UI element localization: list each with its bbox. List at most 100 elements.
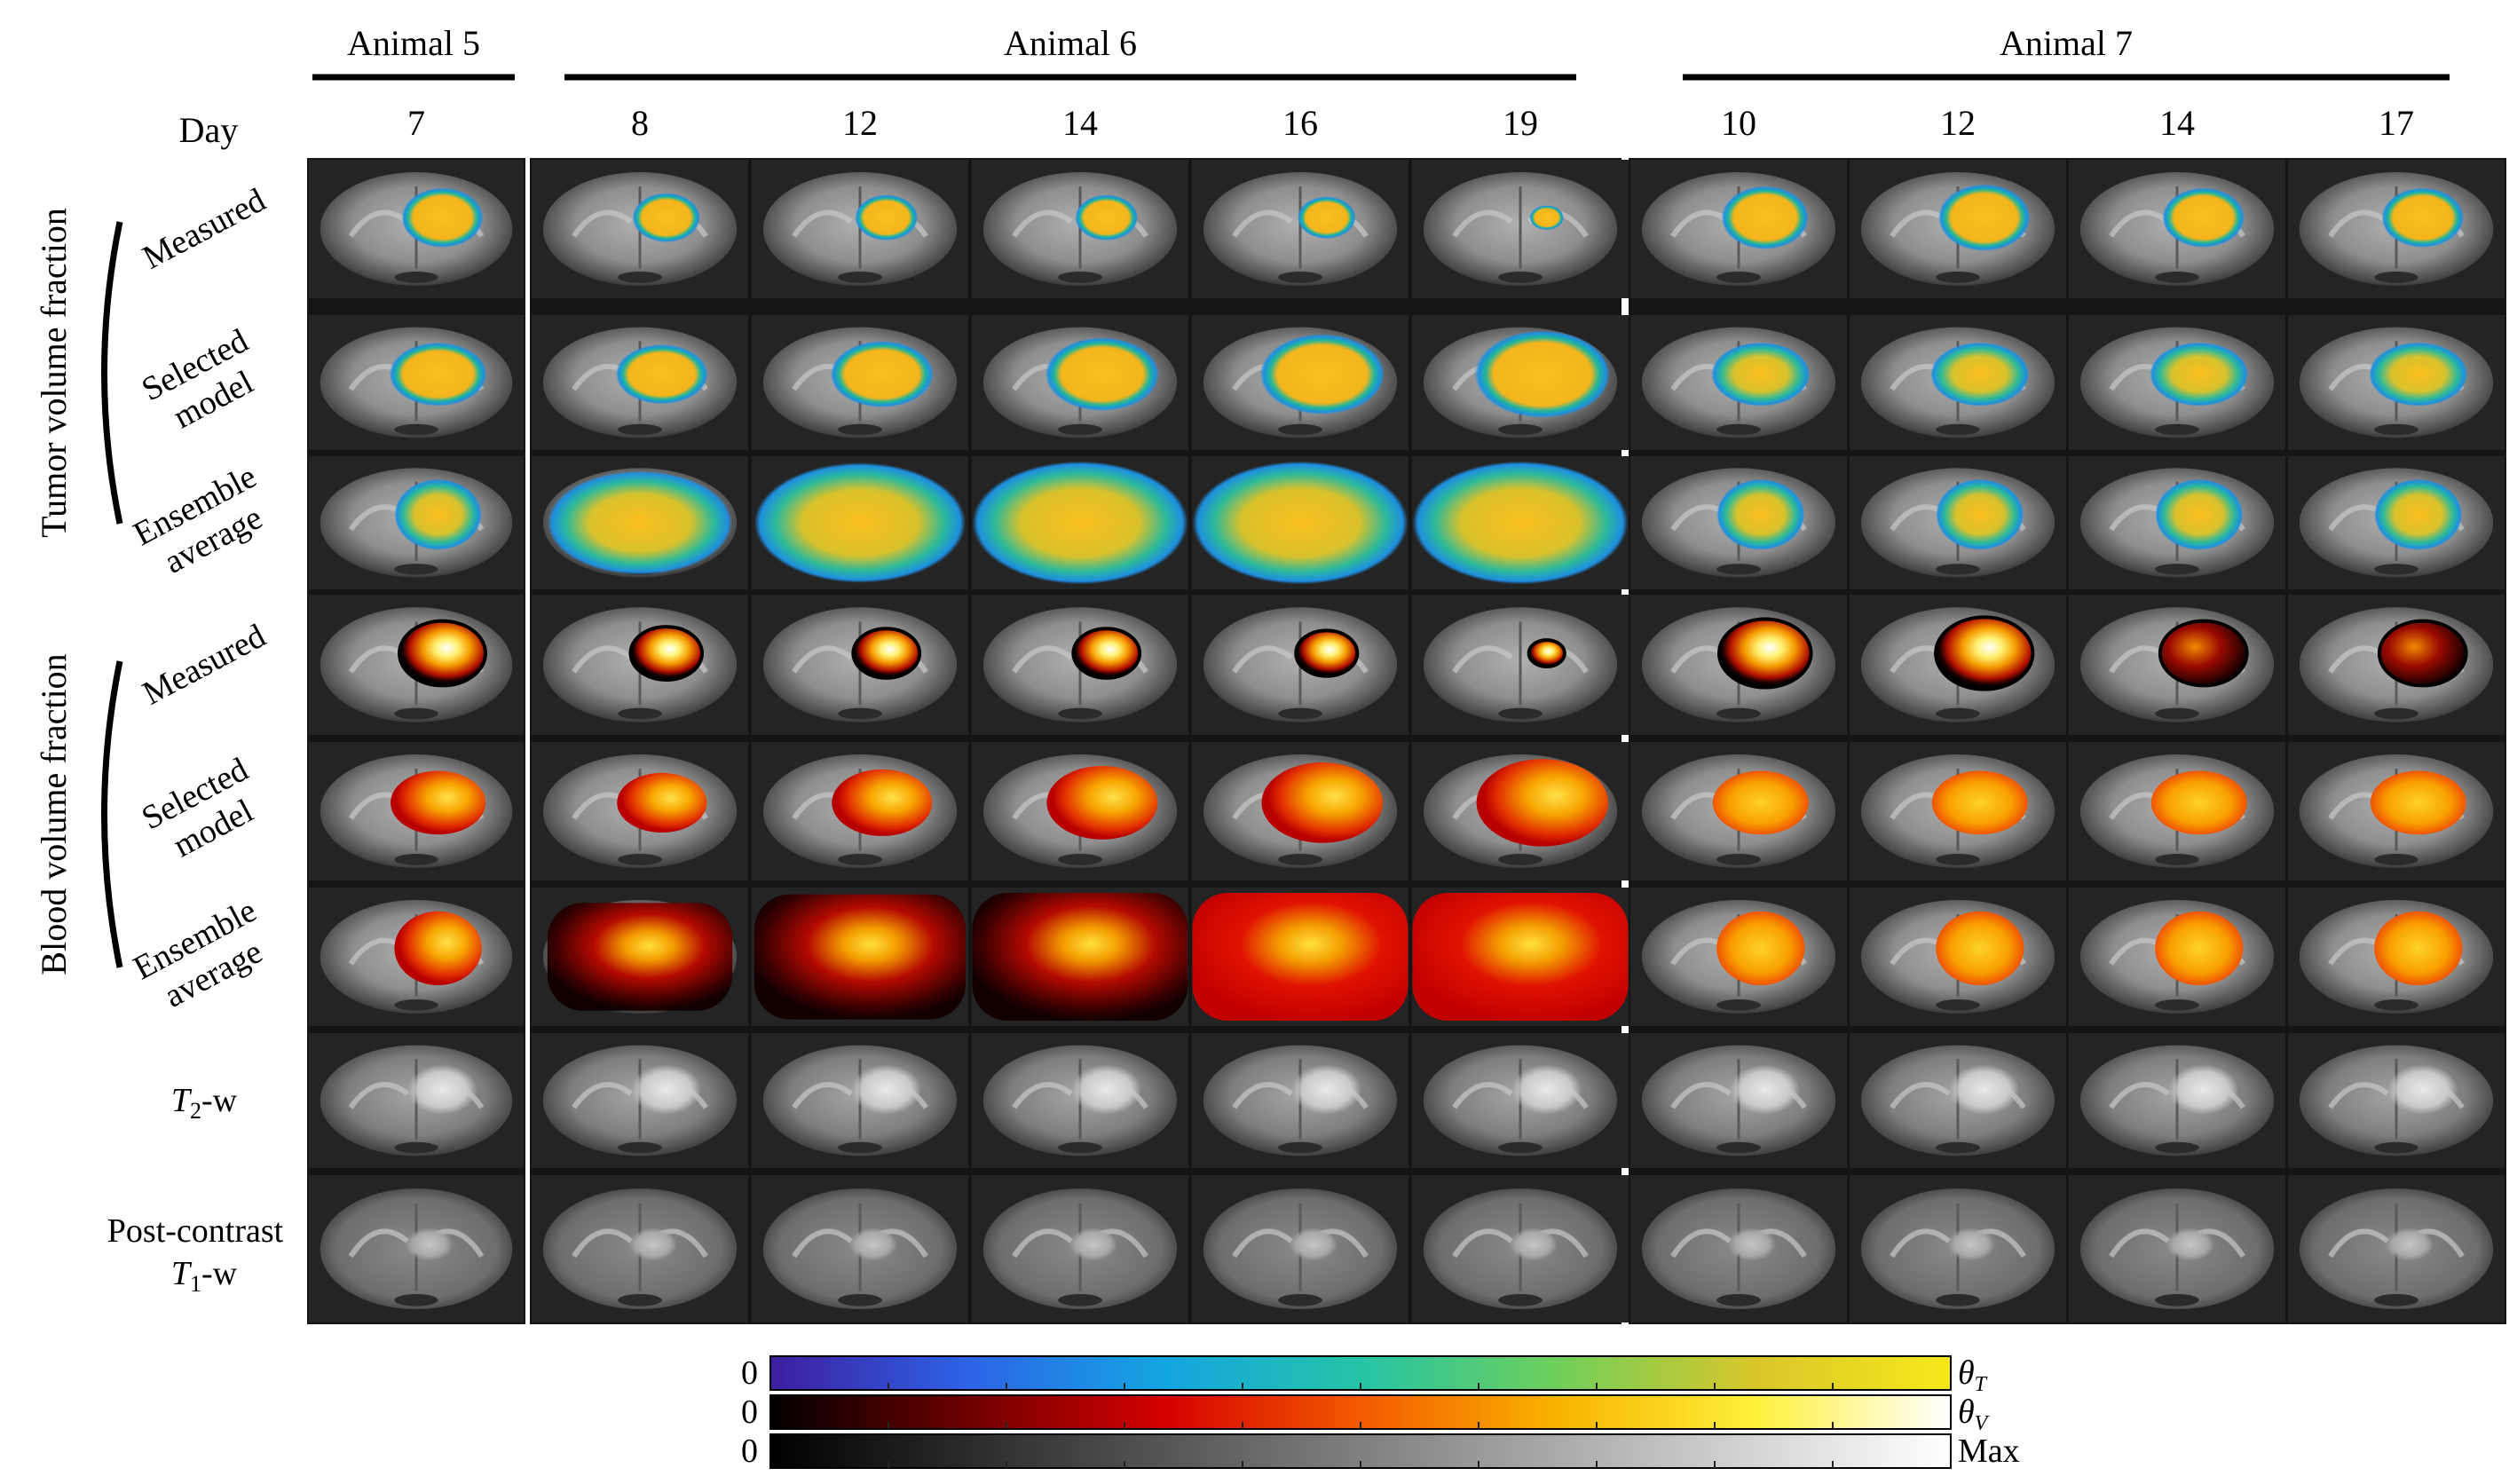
image-bvf-ensemble-a6-d16 [1192, 888, 1408, 1026]
image-t1w-a6-d14 [972, 1175, 1188, 1322]
image-t2w-a7-d17 [2288, 1033, 2505, 1168]
image-tvf-ensemble-a7-d12 [1850, 456, 2066, 589]
image-tvf-measured-a6-d16 [1192, 160, 1408, 298]
row-label-t1w-line1: Post-contrast [107, 1212, 284, 1250]
image-bvf-selected-a6-d12 [752, 742, 968, 880]
image-t2w-a6-d16 [1192, 1033, 1408, 1168]
image-bvf-ensemble-a6-d14 [972, 888, 1188, 1026]
image-tvf-selected-a7-d12 [1850, 315, 2066, 450]
image-t1w-a5-d7 [309, 1175, 524, 1322]
colorbar-1-zero: 0 [741, 1354, 758, 1392]
image-tvf-selected-a6-d14 [972, 315, 1188, 450]
image-tvf-measured-a7-d14 [2069, 160, 2285, 298]
image-tvf-selected-a6-d19 [1412, 315, 1629, 450]
image-tvf-measured-a5-d7 [309, 160, 524, 298]
image-bvf-selected-a6-d14 [972, 742, 1188, 880]
image-bvf-measured-a6-d14 [972, 595, 1188, 735]
day-12-label-a7: 12 [1940, 103, 1976, 143]
image-t1w-a6-d19 [1412, 1175, 1629, 1322]
image-bvf-ensemble-a6-d19 [1412, 888, 1629, 1026]
image-tvf-ensemble-a6-d12 [752, 456, 968, 589]
row-label-tvf-measured-line1: Measured [137, 181, 272, 276]
image-tvf-selected-a7-d10 [1630, 315, 1847, 450]
day-16-label-a6: 16 [1282, 103, 1318, 143]
image-tvf-selected-a7-d14 [2069, 315, 2285, 450]
image-bvf-ensemble-a6-d8 [532, 888, 748, 1026]
image-bvf-selected-a7-d10 [1630, 742, 1847, 880]
image-tvf-measured-a6-d8 [532, 160, 748, 298]
image-bvf-ensemble-a7-d10 [1630, 888, 1847, 1026]
image-bvf-ensemble-a7-d14 [2069, 888, 2285, 1026]
image-bvf-selected-a7-d17 [2288, 742, 2505, 880]
colorbar-3-label: Max [1958, 1433, 2020, 1470]
image-tvf-ensemble-a6-d14 [972, 456, 1188, 589]
day-8-label-a6: 8 [631, 103, 649, 143]
image-bvf-selected-a6-d8 [532, 742, 748, 880]
day-12-label-a6: 12 [842, 103, 878, 143]
image-t1w-a7-d17 [2288, 1175, 2505, 1322]
image-bvf-measured-a7-d17 [2288, 595, 2505, 735]
animal-7-label: Animal 7 [2000, 23, 2133, 63]
image-t2w-a5-d7 [309, 1033, 524, 1168]
image-tvf-selected-a6-d16 [1192, 315, 1408, 450]
image-t2w-a6-d12 [752, 1033, 968, 1168]
day-10-label-a7: 10 [1721, 103, 1756, 143]
tumor-group-label: Tumor volume fraction [34, 208, 74, 538]
image-tvf-ensemble-a7-d17 [2288, 456, 2505, 589]
image-tvf-measured-a7-d10 [1630, 160, 1847, 298]
image-bvf-ensemble-a7-d12 [1850, 888, 2066, 1026]
day-14-label-a6: 14 [1062, 103, 1098, 143]
day-14-label-a7: 14 [2159, 103, 2195, 143]
image-tvf-selected-a5-d7 [309, 315, 524, 450]
image-bvf-ensemble-a6-d12 [752, 888, 968, 1026]
image-bvf-measured-a6-d8 [532, 595, 748, 735]
image-tvf-ensemble-a7-d14 [2069, 456, 2285, 589]
image-bvf-measured-a6-d16 [1192, 595, 1408, 735]
tumor-group-bracket [101, 221, 123, 525]
image-bvf-measured-a6-d19 [1412, 595, 1629, 735]
image-tvf-ensemble-a6-d16 [1192, 456, 1408, 589]
image-t2w-a7-d10 [1630, 1033, 1847, 1168]
image-bvf-measured-a7-d14 [2069, 595, 2285, 735]
animal-5-label: Animal 5 [347, 23, 480, 63]
image-bvf-selected-a5-d7 [309, 742, 524, 880]
image-bvf-ensemble-a5-d7 [309, 888, 524, 1026]
image-tvf-selected-a6-d8 [532, 315, 748, 450]
colorbar-3: 0 Max [741, 1433, 2020, 1470]
image-tvf-ensemble-a6-d19 [1412, 456, 1629, 589]
row-label-t2w: T2-w [171, 1082, 238, 1124]
image-tvf-measured-a6-d14 [972, 160, 1188, 298]
image-t2w-a6-d8 [532, 1033, 748, 1168]
image-t1w-a7-d12 [1850, 1175, 2066, 1322]
blood-group-bracket [101, 660, 123, 968]
image-tvf-selected-a7-d17 [2288, 315, 2505, 450]
image-t1w-a6-d16 [1192, 1175, 1408, 1322]
day-7-label-a5: 7 [407, 103, 425, 143]
colorbar-3-zero: 0 [741, 1433, 758, 1470]
image-tvf-measured-a7-d17 [2288, 160, 2505, 298]
row-label-tvf-measured: Measured [137, 181, 272, 276]
image-bvf-measured-a7-d10 [1630, 595, 1847, 735]
image-t1w-a7-d10 [1630, 1175, 1847, 1322]
image-bvf-selected-a6-d19 [1412, 742, 1629, 880]
image-bvf-selected-a6-d16 [1192, 742, 1408, 880]
image-bvf-selected-a7-d12 [1850, 742, 2066, 880]
image-t2w-a6-d14 [972, 1033, 1188, 1168]
image-bvf-measured-a5-d7 [309, 595, 524, 735]
row-label-bvf-measured: Measured [137, 617, 272, 712]
row-label-bvf-measured-line1: Measured [137, 617, 272, 712]
image-bvf-selected-a7-d14 [2069, 742, 2285, 880]
day-label: Day [179, 110, 239, 150]
image-tvf-selected-a6-d12 [752, 315, 968, 450]
colorbar-2-label: θV [1958, 1393, 1990, 1435]
image-t2w-a6-d19 [1412, 1033, 1629, 1168]
image-bvf-measured-a6-d12 [752, 595, 968, 735]
day-17-label-a7: 17 [2379, 103, 2414, 143]
image-t1w-a6-d8 [532, 1175, 748, 1322]
image-t1w-a7-d14 [2069, 1175, 2285, 1322]
day-19-label-a6: 19 [1503, 103, 1538, 143]
